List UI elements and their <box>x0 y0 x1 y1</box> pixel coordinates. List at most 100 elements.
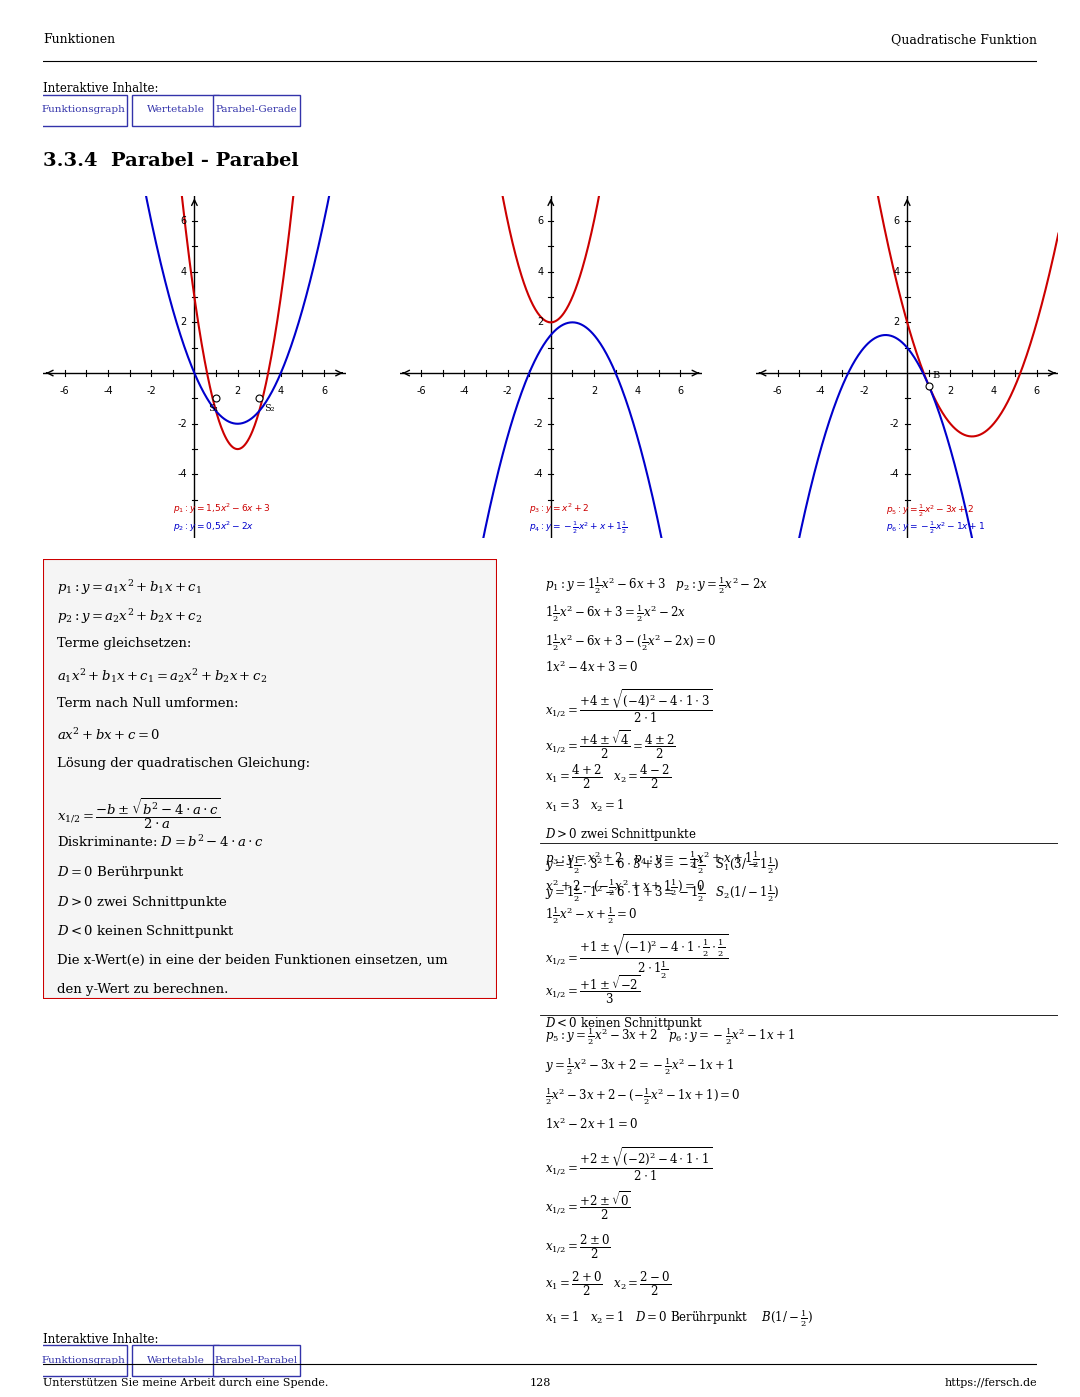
Text: $p_1 : y = 1\frac{1}{2}x^2 - 6x + 3 \quad p_2 : y = \frac{1}{2}x^2 - 2x$: $p_1 : y = 1\frac{1}{2}x^2 - 6x + 3 \qua… <box>545 574 768 597</box>
Text: Wertetable: Wertetable <box>147 105 204 115</box>
Text: S₁: S₁ <box>208 404 219 414</box>
Text: -6: -6 <box>773 386 782 395</box>
Text: $x_{1/2} = \dfrac{+4 \pm \sqrt{(-4)^2 - 4 \cdot 1 \cdot 3}}{2 \cdot 1}$: $x_{1/2} = \dfrac{+4 \pm \sqrt{(-4)^2 - … <box>545 687 712 725</box>
Text: $x_{1/2} = \dfrac{+1 \pm \sqrt{-2}}{3}$: $x_{1/2} = \dfrac{+1 \pm \sqrt{-2}}{3}$ <box>545 974 642 1006</box>
Text: $p_2 : y = 0{,}5x^2 - 2x$: $p_2 : y = 0{,}5x^2 - 2x$ <box>173 520 254 534</box>
Text: -2: -2 <box>146 386 157 395</box>
Text: $p_5 : y = \frac{1}{2}x^2 - 3x + 2$: $p_5 : y = \frac{1}{2}x^2 - 3x + 2$ <box>886 502 973 518</box>
Text: $x_1 = \dfrac{4+2}{2} \quad x_2 = \dfrac{4-2}{2}$: $x_1 = \dfrac{4+2}{2} \quad x_2 = \dfrac… <box>545 763 672 791</box>
Text: 3.3.4  Parabel - Parabel: 3.3.4 Parabel - Parabel <box>43 152 299 169</box>
Text: $p_3 : y = x^2 + 2 \quad p_4 : y = -\frac{1}{2}x^2 + x + 1\frac{1}{2}$: $p_3 : y = x^2 + 2 \quad p_4 : y = -\fra… <box>545 848 759 870</box>
Text: Unterstützen Sie meine Arbeit durch eine Spende.: Unterstützen Sie meine Arbeit durch eine… <box>43 1377 328 1389</box>
Text: $x_{1/2} = \dfrac{+4 \pm \sqrt{4}}{2} = \dfrac{4 \pm 2}{2}$: $x_{1/2} = \dfrac{+4 \pm \sqrt{4}}{2} = … <box>545 729 676 761</box>
Text: 6: 6 <box>537 217 543 226</box>
Text: -4: -4 <box>890 469 900 479</box>
Text: 6: 6 <box>180 217 187 226</box>
Text: Interaktive Inhalte:: Interaktive Inhalte: <box>43 82 159 95</box>
Text: $D > 0$ zwei Schnittpunkte: $D > 0$ zwei Schnittpunkte <box>545 826 697 842</box>
Text: $p_1 : y = a_1 x^2 + b_1 x + c_1$: $p_1 : y = a_1 x^2 + b_1 x + c_1$ <box>57 578 202 597</box>
Text: 4: 4 <box>278 386 284 395</box>
Text: -4: -4 <box>534 469 543 479</box>
Text: 2: 2 <box>591 386 597 395</box>
Text: -2: -2 <box>502 386 513 395</box>
Text: -2: -2 <box>177 419 187 429</box>
Text: $1\frac{1}{2}x^2 - 6x + 3 - (\frac{1}{2}x^2 - 2x) = 0$: $1\frac{1}{2}x^2 - 6x + 3 - (\frac{1}{2}… <box>545 631 717 652</box>
Text: $p_3 : y = x^2 + 2$: $p_3 : y = x^2 + 2$ <box>529 502 590 517</box>
Text: Funktionsgraph: Funktionsgraph <box>42 1355 125 1365</box>
Text: Quadratische Funktion: Quadratische Funktion <box>891 34 1037 46</box>
Text: $y = 1\frac{1}{2} \cdot 1^2 - 6 \cdot 1 + 3 = -1\frac{1}{2} \quad S_2(1/-1\frac{: $y = 1\frac{1}{2} \cdot 1^2 - 6 \cdot 1 … <box>545 883 780 904</box>
FancyBboxPatch shape <box>214 95 300 126</box>
Text: -6: -6 <box>417 386 426 395</box>
Text: -4: -4 <box>177 469 187 479</box>
Text: $p_2 : y = a_2 x^2 + b_2 x + c_2$: $p_2 : y = a_2 x^2 + b_2 x + c_2$ <box>57 608 202 626</box>
Text: 4: 4 <box>537 267 543 277</box>
Text: -4: -4 <box>460 386 469 395</box>
Text: $1\frac{1}{2}x^2 - 6x + 3 = \frac{1}{2}x^2 - 2x$: $1\frac{1}{2}x^2 - 6x + 3 = \frac{1}{2}x… <box>545 604 687 624</box>
Text: 4: 4 <box>180 267 187 277</box>
Text: 2: 2 <box>947 386 954 395</box>
Text: $y = 1\frac{1}{2} \cdot 3^2 - 6 \cdot 3 + 3 = -1\frac{1}{2} \quad S_1(3/-1\frac{: $y = 1\frac{1}{2} \cdot 3^2 - 6 \cdot 3 … <box>545 855 780 876</box>
Text: 2: 2 <box>234 386 241 395</box>
Text: $x_{1/2} = \dfrac{+2 \pm \sqrt{(-2)^2 - 4 \cdot 1 \cdot 1}}{2 \cdot 1}$: $x_{1/2} = \dfrac{+2 \pm \sqrt{(-2)^2 - … <box>545 1146 712 1183</box>
Text: Lösung der quadratischen Gleichung:: Lösung der quadratischen Gleichung: <box>57 757 310 770</box>
Text: $1x^2 - 2x + 1 = 0$: $1x^2 - 2x + 1 = 0$ <box>545 1116 638 1132</box>
Text: -2: -2 <box>859 386 869 395</box>
Text: 4: 4 <box>893 267 900 277</box>
Text: $x_1 = 1 \quad x_2 = 1 \quad D = 0$ Berührpunkt $\quad B(1/ -\frac{1}{2})$: $x_1 = 1 \quad x_2 = 1 \quad D = 0$ Berü… <box>545 1308 813 1329</box>
Text: $D > 0$ zwei Schnittpunkte: $D > 0$ zwei Schnittpunkte <box>57 894 228 911</box>
Text: 2: 2 <box>537 317 543 327</box>
Text: 6: 6 <box>1034 386 1040 395</box>
Text: $x_{1/2} = \dfrac{-b \pm \sqrt{b^2 - 4 \cdot a \cdot c}}{2 \cdot a}$: $x_{1/2} = \dfrac{-b \pm \sqrt{b^2 - 4 \… <box>57 796 220 831</box>
Text: 6: 6 <box>893 217 900 226</box>
FancyBboxPatch shape <box>133 95 218 126</box>
Text: Parabel-Parabel: Parabel-Parabel <box>215 1355 298 1365</box>
Text: $x_{1/2} = \dfrac{+1 \pm \sqrt{(-1)^2 - 4 \cdot 1 \cdot \frac{1}{2} \cdot \frac{: $x_{1/2} = \dfrac{+1 \pm \sqrt{(-1)^2 - … <box>545 933 728 981</box>
Text: -4: -4 <box>104 386 112 395</box>
Text: Diskriminante: $D = b^2 - 4 \cdot a \cdot c$: Diskriminante: $D = b^2 - 4 \cdot a \cdo… <box>57 834 264 849</box>
FancyBboxPatch shape <box>41 95 127 126</box>
Text: $1x^2 - 4x + 3 = 0$: $1x^2 - 4x + 3 = 0$ <box>545 659 638 675</box>
Text: $a_1 x^2 + b_1 x + c_1 = a_2 x^2 + b_2 x + c_2$: $a_1 x^2 + b_1 x + c_1 = a_2 x^2 + b_2 x… <box>57 668 267 686</box>
Text: Interaktive Inhalte:: Interaktive Inhalte: <box>43 1333 159 1345</box>
Text: 6: 6 <box>677 386 684 395</box>
Text: Wertetable: Wertetable <box>147 1355 204 1365</box>
Text: 4: 4 <box>634 386 640 395</box>
Text: $x_{1/2} = \dfrac{2 \pm 0}{2}$: $x_{1/2} = \dfrac{2 \pm 0}{2}$ <box>545 1234 611 1261</box>
Text: https://fersch.de: https://fersch.de <box>944 1377 1037 1389</box>
Text: $y = \frac{1}{2}x^2 - 3x + 2 = -\frac{1}{2}x^2 - 1x + 1$: $y = \frac{1}{2}x^2 - 3x + 2 = -\frac{1}… <box>545 1056 734 1077</box>
FancyBboxPatch shape <box>43 559 497 999</box>
Text: $x^2 + 2 - (-\frac{1}{2}x^2 + x + 1\frac{1}{2}) = 0$: $x^2 + 2 - (-\frac{1}{2}x^2 + x + 1\frac… <box>545 876 705 898</box>
Text: $D < 0$ keinen Schnittpunkt: $D < 0$ keinen Schnittpunkt <box>57 923 234 940</box>
Text: $D = 0$ Berührpunkt: $D = 0$ Berührpunkt <box>57 863 185 880</box>
Text: -4: -4 <box>816 386 825 395</box>
Text: 2: 2 <box>893 317 900 327</box>
Text: $p_1 : y = 1{,}5x^2 - 6x + 3$: $p_1 : y = 1{,}5x^2 - 6x + 3$ <box>173 502 270 517</box>
FancyBboxPatch shape <box>133 1345 218 1376</box>
Text: $x_{1/2} = \dfrac{+2 \pm \sqrt{0}}{2}$: $x_{1/2} = \dfrac{+2 \pm \sqrt{0}}{2}$ <box>545 1190 631 1222</box>
Text: 128: 128 <box>529 1377 551 1389</box>
Text: Parabel-Gerade: Parabel-Gerade <box>216 105 297 115</box>
Text: -6: -6 <box>60 386 69 395</box>
Text: Funktionen: Funktionen <box>43 34 116 46</box>
Text: -2: -2 <box>534 419 543 429</box>
Text: -2: -2 <box>890 419 900 429</box>
Text: $x_1 = \dfrac{2+0}{2} \quad x_2 = \dfrac{2-0}{2}$: $x_1 = \dfrac{2+0}{2} \quad x_2 = \dfrac… <box>545 1270 672 1298</box>
Text: B: B <box>932 372 940 380</box>
Text: $ax^2 + bx + c = 0$: $ax^2 + bx + c = 0$ <box>57 726 160 743</box>
Text: den y-Wert zu berechnen.: den y-Wert zu berechnen. <box>57 983 228 996</box>
Text: 4: 4 <box>990 386 997 395</box>
FancyBboxPatch shape <box>214 1345 300 1376</box>
Text: Terme gleichsetzen:: Terme gleichsetzen: <box>57 637 191 651</box>
Text: 2: 2 <box>180 317 187 327</box>
Text: Funktionsgraph: Funktionsgraph <box>42 105 125 115</box>
Text: $1\frac{1}{2}x^2 - x + \frac{1}{2} = 0$: $1\frac{1}{2}x^2 - x + \frac{1}{2} = 0$ <box>545 905 637 926</box>
Text: Die x-Wert(e) in eine der beiden Funktionen einsetzen, um: Die x-Wert(e) in eine der beiden Funktio… <box>57 953 447 967</box>
Text: 6: 6 <box>321 386 327 395</box>
Text: Term nach Null umformen:: Term nach Null umformen: <box>57 697 239 710</box>
Text: S₂: S₂ <box>265 404 275 414</box>
Text: $D < 0$ keinen Schnittpunkt: $D < 0$ keinen Schnittpunkt <box>545 1014 703 1031</box>
FancyBboxPatch shape <box>41 1345 127 1376</box>
Text: $p_6 : y = -\frac{1}{2}x^2 - 1x + 1$: $p_6 : y = -\frac{1}{2}x^2 - 1x + 1$ <box>886 520 985 536</box>
Text: $\frac{1}{2}x^2 - 3x + 2 - (-\frac{1}{2}x^2 - 1x + 1) = 0$: $\frac{1}{2}x^2 - 3x + 2 - (-\frac{1}{2}… <box>545 1085 741 1108</box>
